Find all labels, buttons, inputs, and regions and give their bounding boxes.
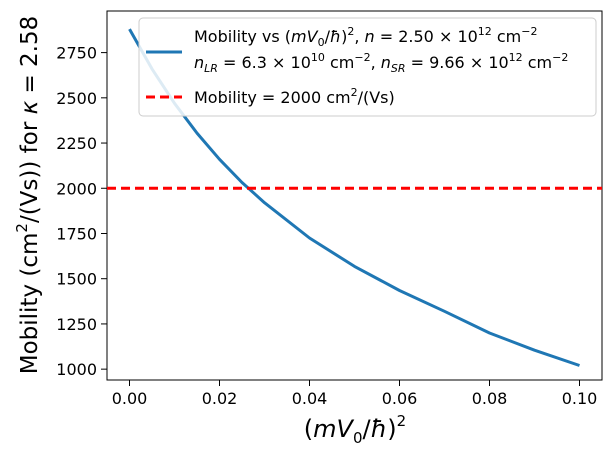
x-tick-label: 0.00 <box>112 389 148 408</box>
y-tick-label: 2250 <box>56 134 97 153</box>
y-axis-label: Mobility (cm2/(Vs)) for κ = 2.58 <box>13 16 43 375</box>
y-tick-label: 1750 <box>56 224 97 243</box>
legend-box <box>138 17 597 117</box>
y-tick-label: 2000 <box>56 179 97 198</box>
x-tick-label: 0.06 <box>382 389 418 408</box>
y-tick-label: 1250 <box>56 315 97 334</box>
legend-label-threshold-line: Mobility = 2000 cm2/(Vs) <box>194 86 395 107</box>
legend: Mobility vs (mV0/ħ)2, n = 2.50 × 1012 cm… <box>138 17 597 117</box>
x-axis-label: (mV0/ħ)2 <box>304 412 406 447</box>
y-tick-label: 1000 <box>56 360 97 379</box>
y-tick-label: 1500 <box>56 270 97 289</box>
legend-label-mobility-curve-line2: nLR = 6.3 × 1010 cm−2, nSR = 9.66 × 1012… <box>194 51 568 75</box>
y-tick-label: 2750 <box>56 44 97 63</box>
x-tick-label: 0.08 <box>472 389 508 408</box>
y-tick-label: 2500 <box>56 89 97 108</box>
x-tick-label: 0.10 <box>562 389 598 408</box>
x-tick-label: 0.04 <box>292 389 328 408</box>
legend-label-mobility-curve-line1: Mobility vs (mV0/ħ)2, n = 2.50 × 1012 cm… <box>194 25 537 49</box>
x-tick-label: 0.02 <box>202 389 238 408</box>
